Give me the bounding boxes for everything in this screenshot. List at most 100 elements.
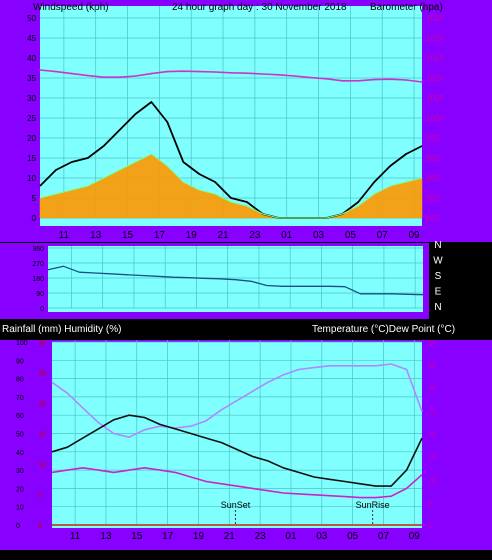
windspeed-tick-label: 25 [27, 114, 36, 123]
barometer-point [102, 76, 105, 78]
wind-average-line [39, 153, 423, 219]
rain-tick-label: 5 [38, 493, 42, 500]
windspeed-tick-label: 50 [27, 14, 36, 23]
compass-label: E [435, 287, 442, 298]
x-tick-label: 15 [122, 230, 134, 241]
temp-dewpoint-axis-title: Temperature (°C)Dew Point (°C) [312, 324, 455, 335]
compass-label: S [435, 271, 442, 282]
humidity-tick-label: 100 [16, 340, 28, 347]
windspeed-tick-label: 35 [27, 74, 36, 83]
windspeed-tick-label: 10 [27, 174, 36, 183]
humidity-tick-label: 30 [16, 468, 24, 475]
x-tick-label: 21 [224, 531, 236, 542]
barometer-point [293, 75, 296, 77]
x-tick-label: 13 [90, 230, 102, 241]
barometer-point [55, 70, 57, 73]
humidity-tick-label: 10 [16, 505, 24, 512]
x-tick-label: 01 [281, 230, 293, 241]
temperature-tick-label: 0 [428, 523, 432, 530]
rain-tick-label: 20 [38, 401, 46, 408]
barometer-point [357, 80, 360, 82]
x-tick-label: 15 [131, 531, 143, 542]
barometer-point [325, 78, 328, 80]
x-tick-label: 03 [313, 230, 325, 241]
direction-tick-label: 0 [40, 306, 44, 313]
humidity-tick-label: 90 [16, 358, 24, 365]
rain-humidity-axis-title: Rainfall (mm) Humidity (%) [2, 324, 121, 335]
windspeed-tick-label: 0 [32, 214, 37, 223]
humidity-tick-label: 70 [16, 395, 24, 402]
wind-direction-line [47, 265, 424, 296]
temperature-tick-label: 5 [428, 500, 432, 507]
x-tick-label: 23 [255, 531, 267, 542]
x-tick-label: 17 [154, 230, 166, 241]
humidity-tick-label: 50 [16, 432, 24, 439]
temperature-line [51, 414, 423, 487]
barometer-point [341, 80, 344, 82]
x-tick-label: 19 [193, 531, 205, 542]
barometer-point [150, 72, 153, 75]
barometer-tick-label: 1025 [426, 14, 444, 23]
sunset-label: SunSet [221, 500, 251, 510]
barometer-point [389, 78, 391, 80]
x-tick-label: 19 [186, 230, 198, 241]
barometer-point [86, 74, 89, 77]
x-tick-label: 21 [217, 230, 229, 241]
barometer-point [262, 73, 264, 75]
series [39, 69, 424, 526]
temperature-tick-label: 15 [428, 454, 436, 461]
sunrise-label: SunRise [356, 500, 390, 510]
temperature-tick-label: 25 [428, 409, 436, 416]
barometer-point [214, 71, 216, 73]
humidity-tick-label: 20 [16, 486, 24, 493]
barometer-tick-label: 975 [426, 214, 440, 223]
temperature-tick-label: 40 [428, 340, 436, 347]
x-tick-label: 07 [378, 531, 390, 542]
graph-title: 24 hour graph day : 30 November 2018 [172, 2, 347, 13]
barometer-point [405, 79, 407, 81]
x-tick-label: 11 [59, 230, 70, 241]
compass-label: N [434, 240, 441, 251]
barometer-tick-label: 985 [426, 174, 440, 183]
barometer-tick-label: 1015 [426, 54, 444, 63]
x-tick-label: 09 [409, 531, 421, 542]
windspeed-tick-label: 20 [27, 134, 36, 143]
barometer-tick-label: 990 [426, 154, 440, 163]
barometer-point [277, 74, 280, 76]
barometer-point [246, 72, 248, 74]
x-tick-label: 03 [316, 531, 328, 542]
rain-tick-label: 0 [38, 523, 42, 530]
rain-tick-label: 30 [38, 340, 46, 347]
barometer-point [166, 70, 169, 73]
direction-tick-label: 90 [36, 291, 44, 298]
windspeed-tick-label: 5 [32, 194, 37, 203]
temperature-tick-label: 20 [428, 432, 436, 439]
barometer-tick-label: 980 [426, 194, 440, 203]
barometer-point [309, 76, 312, 79]
humidity-tick-label: 80 [16, 377, 24, 384]
humidity-tick-label: 40 [16, 450, 24, 457]
windspeed-tick-label: 30 [27, 94, 36, 103]
barometer-axis-title: Barometer (hpa) [370, 2, 443, 13]
x-tick-label: 05 [345, 230, 357, 241]
barometer-point [134, 75, 137, 77]
windspeed-line [39, 101, 423, 219]
humidity-tick-label: 0 [16, 523, 20, 530]
barometer-point [421, 81, 423, 83]
humidity-line [51, 363, 423, 439]
x-tick-label: 17 [162, 531, 174, 542]
barometer-tick-label: 1005 [426, 94, 444, 103]
barometer-point [230, 72, 232, 74]
barometer-tick-label: 995 [426, 134, 440, 143]
temperature-tick-label: 35 [428, 363, 436, 370]
compass-label: N [434, 302, 441, 313]
barometer-point [118, 76, 121, 78]
rain-tick-label: 15 [38, 432, 46, 439]
direction-tick-label: 180 [32, 276, 44, 283]
barometer-tick-label: 1000 [426, 114, 444, 123]
rain-tick-label: 10 [38, 462, 46, 469]
compass-bg [429, 243, 492, 319]
temperature-tick-label: 10 [428, 477, 436, 484]
x-tick-label: 01 [285, 531, 297, 542]
